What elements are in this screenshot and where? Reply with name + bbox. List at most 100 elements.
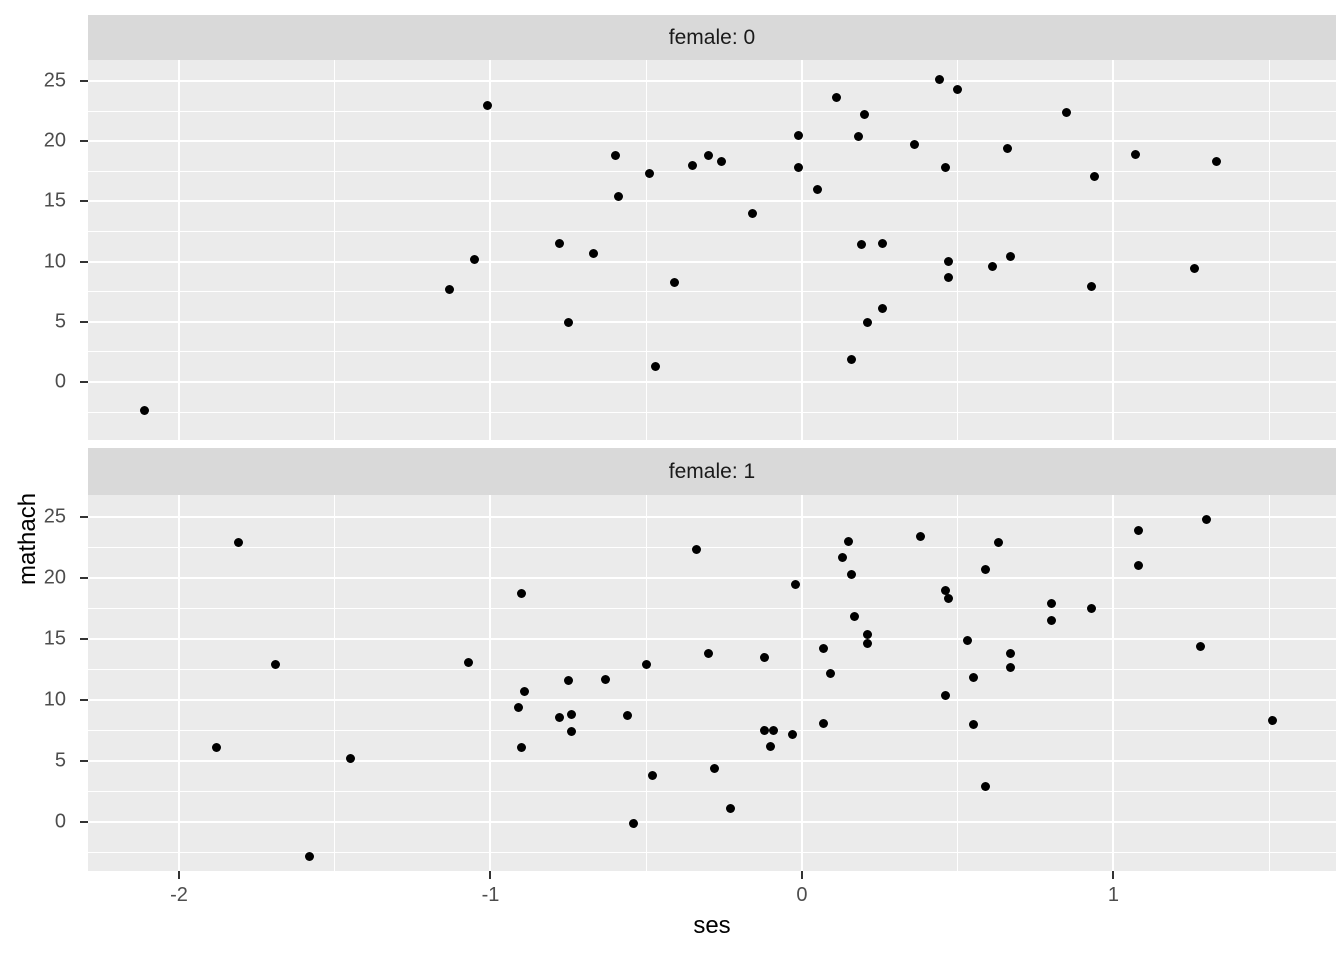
major-gridline-y [88, 200, 1336, 203]
data-point [641, 660, 651, 670]
facet-strip-label: female: 0 [668, 25, 756, 49]
y-tick-mark [80, 200, 88, 203]
data-point [943, 257, 953, 267]
minor-gridline-y [88, 291, 1336, 293]
data-point [517, 743, 527, 753]
data-point [847, 569, 857, 579]
major-gridline-y [88, 698, 1336, 701]
major-gridline-x [1112, 60, 1115, 440]
data-point [968, 719, 978, 729]
major-gridline-y [88, 260, 1336, 263]
data-point [1006, 649, 1016, 659]
data-point [563, 675, 573, 685]
major-gridline-y [88, 820, 1336, 823]
data-point [140, 406, 150, 416]
x-tick-label: -2 [170, 884, 188, 906]
minor-gridline-y [88, 170, 1336, 172]
major-gridline-y [88, 515, 1336, 518]
data-point [831, 93, 841, 103]
data-point [345, 754, 355, 764]
data-point [691, 545, 701, 555]
y-tick-label: 10 [43, 688, 66, 711]
data-point [844, 536, 854, 546]
minor-gridline-x [645, 495, 647, 871]
data-point [464, 657, 474, 667]
data-point [819, 644, 829, 654]
data-point [716, 157, 726, 167]
data-point [470, 254, 480, 264]
data-point [610, 151, 620, 161]
data-point [981, 564, 991, 574]
data-point [554, 238, 564, 248]
data-point [211, 743, 221, 753]
data-point [644, 169, 654, 179]
y-tick-label: 25 [43, 69, 66, 92]
data-point [766, 741, 776, 751]
y-tick-mark [80, 759, 88, 762]
x-tick-mark [489, 871, 492, 879]
minor-gridline-x [1268, 495, 1270, 871]
minor-gridline-x [334, 495, 336, 871]
data-point [1062, 107, 1072, 117]
data-point [940, 585, 950, 595]
data-point [962, 635, 972, 645]
y-tick-label: 5 [54, 749, 66, 772]
data-point [853, 131, 863, 141]
data-point [760, 652, 770, 662]
data-point [1130, 149, 1140, 159]
minor-gridline-y [88, 411, 1336, 413]
data-point [514, 702, 524, 712]
major-gridline-y [88, 637, 1336, 640]
data-point [1046, 599, 1056, 609]
data-point [909, 140, 919, 150]
y-tick-label: 0 [54, 810, 66, 833]
data-point [825, 668, 835, 678]
data-point [566, 727, 576, 737]
major-gridline-x [489, 495, 492, 871]
data-point [934, 75, 944, 85]
data-point [613, 192, 623, 202]
data-point [669, 277, 679, 287]
minor-gridline-x [957, 495, 959, 871]
data-point [1211, 157, 1221, 167]
data-point [1087, 282, 1097, 292]
minor-gridline-y [88, 851, 1336, 853]
data-point [862, 629, 872, 639]
data-point [987, 261, 997, 271]
x-axis-title: ses [693, 912, 731, 939]
y-tick-mark [80, 576, 88, 579]
data-point [1133, 525, 1143, 535]
x-tick-mark [177, 871, 180, 879]
data-point [704, 151, 714, 161]
data-point [769, 725, 779, 735]
major-gridline-x [177, 60, 180, 440]
data-point [915, 531, 925, 541]
data-point [651, 361, 661, 371]
y-tick-label: 15 [43, 627, 66, 650]
data-point [1087, 603, 1097, 613]
data-point [1202, 514, 1212, 524]
data-point [1006, 662, 1016, 672]
data-point [862, 318, 872, 328]
data-point [233, 538, 243, 548]
minor-gridline-x [334, 60, 336, 440]
data-point [747, 208, 757, 218]
data-point [601, 674, 611, 684]
y-tick-label: 15 [43, 189, 66, 212]
y-tick-label: 10 [43, 250, 66, 273]
minor-gridline-y [88, 729, 1336, 731]
facet-panel-female-0 [88, 60, 1336, 440]
data-point [940, 690, 950, 700]
data-point [794, 130, 804, 140]
y-tick-label: 20 [43, 129, 66, 152]
major-gridline-x [177, 495, 180, 871]
data-point [1003, 143, 1013, 153]
y-tick-mark [80, 140, 88, 143]
major-gridline-y [88, 576, 1336, 579]
data-point [517, 589, 527, 599]
major-gridline-x [489, 60, 492, 440]
data-point [725, 804, 735, 814]
minor-gridline-y [88, 546, 1336, 548]
data-point [953, 84, 963, 94]
facet-strip-female-1: female: 1 [88, 448, 1336, 495]
